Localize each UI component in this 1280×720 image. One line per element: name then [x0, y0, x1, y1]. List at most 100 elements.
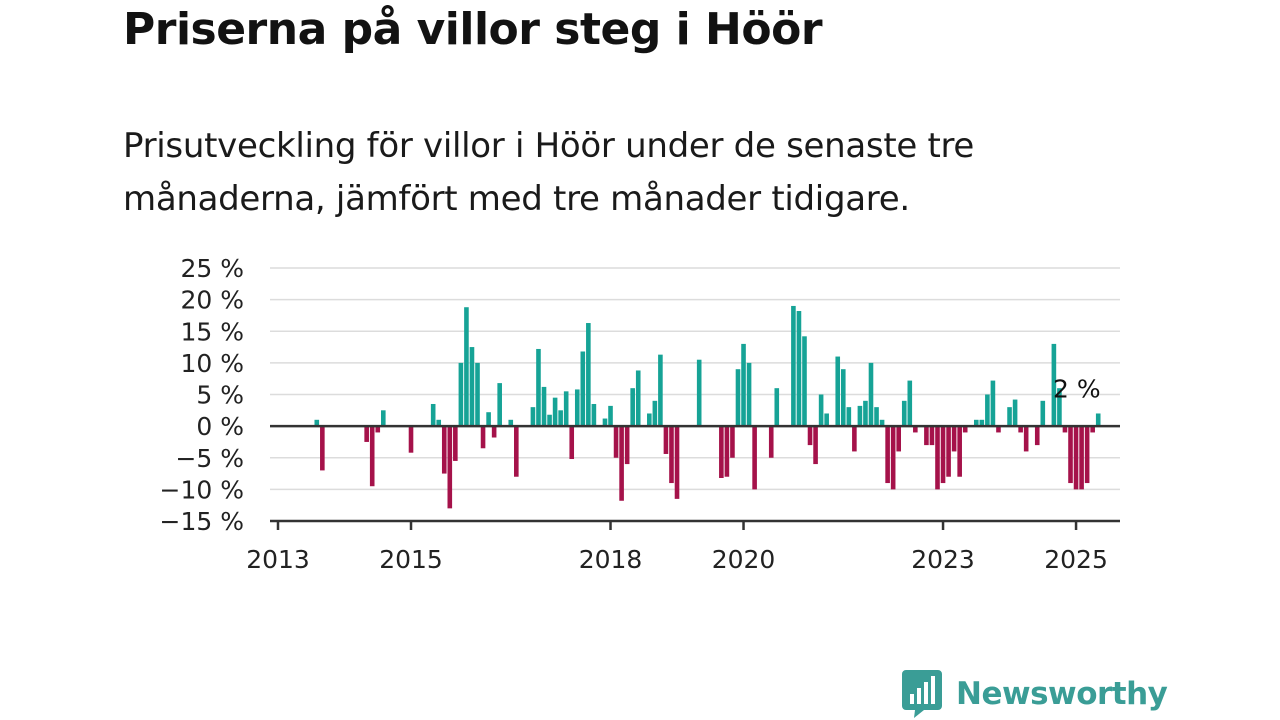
bar: [774, 388, 780, 427]
bar: [890, 426, 896, 490]
bar: [547, 414, 552, 427]
bar: [674, 426, 680, 499]
x-tick-label: 2025: [1044, 545, 1108, 574]
bar: [586, 323, 591, 427]
bar: [962, 426, 968, 433]
bar: [475, 362, 480, 427]
chart-title: Priserna på villor steg i Höör: [123, 4, 823, 55]
y-tick-label: 10 %: [180, 349, 244, 378]
bar: [497, 383, 502, 427]
bar: [453, 426, 458, 461]
bar: [447, 426, 453, 509]
bar: [791, 305, 796, 427]
bar: [441, 426, 447, 474]
bar: [491, 426, 497, 438]
bar: [752, 426, 757, 490]
bar: [940, 426, 946, 484]
bar: [314, 419, 320, 427]
bar: [996, 426, 1001, 433]
y-tick-label: −10 %: [160, 475, 244, 504]
bar: [1073, 426, 1079, 490]
bar: [1012, 399, 1018, 427]
bar: [768, 426, 774, 458]
bar: [813, 426, 818, 465]
bar: [364, 426, 369, 442]
bar: [552, 397, 558, 427]
bar: [796, 311, 802, 427]
bar: [508, 419, 514, 427]
bar: [381, 410, 386, 427]
bar: [835, 356, 841, 427]
bar: [635, 370, 641, 427]
y-tick-label: −15 %: [160, 507, 244, 536]
bar: [375, 426, 381, 433]
bar: [602, 418, 608, 427]
x-tick-label: 2013: [246, 545, 310, 574]
bar-chart: 25 % 20 %15 % 10 % 5 %0 % −5 %−10 % −15 % 201…: [160, 254, 1120, 574]
bar: [608, 405, 613, 427]
bar: [957, 426, 962, 477]
bar: [530, 407, 536, 427]
x-tick-label: 2020: [712, 545, 776, 574]
bar: [929, 426, 935, 446]
bar: [624, 426, 630, 465]
x-tick-label: 2023: [911, 545, 975, 574]
y-tick-label: 5 %: [196, 381, 244, 410]
bar: [541, 386, 547, 427]
bar: [973, 419, 979, 427]
x-tick-label: 2015: [379, 545, 443, 574]
bar: [613, 426, 619, 458]
bar: [486, 412, 491, 427]
bar: [574, 389, 580, 427]
bar: [840, 369, 846, 427]
bar: [580, 351, 586, 427]
bar: [857, 405, 863, 427]
bar: [846, 407, 852, 427]
bar: [824, 413, 829, 427]
x-axis-ticks: 2013 2015 2018 2020 2023 2025: [246, 521, 1108, 574]
bar: [802, 336, 807, 427]
bar: [591, 403, 597, 427]
bar: [320, 426, 325, 471]
bar: [569, 426, 575, 460]
bar: [730, 426, 735, 458]
brand-logo: Newsworthy: [902, 670, 1168, 718]
bar: [985, 394, 990, 427]
bar: [990, 380, 996, 427]
bar: [1090, 426, 1095, 433]
chart-subtitle: Prisutveckling för villor i Höör under d…: [123, 126, 975, 219]
y-axis-ticks: 25 % 20 %15 % 10 % 5 %0 % −5 %−10 % −15 %: [160, 254, 244, 536]
bar: [408, 426, 414, 453]
bar: [1068, 426, 1073, 484]
bar: [852, 426, 857, 452]
bar: [807, 426, 813, 446]
bar: [979, 419, 985, 427]
bar: [818, 394, 824, 427]
bar: [369, 426, 375, 487]
bar: [735, 369, 741, 427]
bar: [951, 426, 957, 452]
bar: [901, 400, 907, 427]
axes: [270, 424, 1120, 523]
bar: [1040, 400, 1046, 427]
bar: [874, 407, 879, 427]
gridlines: [270, 267, 1120, 491]
bar: [924, 426, 929, 446]
bar: [647, 413, 652, 427]
bar: [1079, 426, 1084, 490]
bar: [1084, 426, 1090, 484]
bar: [669, 426, 674, 484]
bar: [1051, 343, 1057, 427]
bar: [741, 343, 746, 427]
bar: [619, 426, 624, 501]
bar: [469, 347, 475, 427]
bar: [913, 426, 918, 433]
y-tick-label: −5 %: [175, 444, 244, 473]
bar: [1023, 426, 1029, 452]
bar: [696, 359, 702, 427]
bar: [436, 419, 442, 427]
bar: [458, 362, 464, 427]
bar: [1057, 388, 1062, 427]
bars: [314, 305, 1101, 509]
bar: [563, 391, 569, 427]
